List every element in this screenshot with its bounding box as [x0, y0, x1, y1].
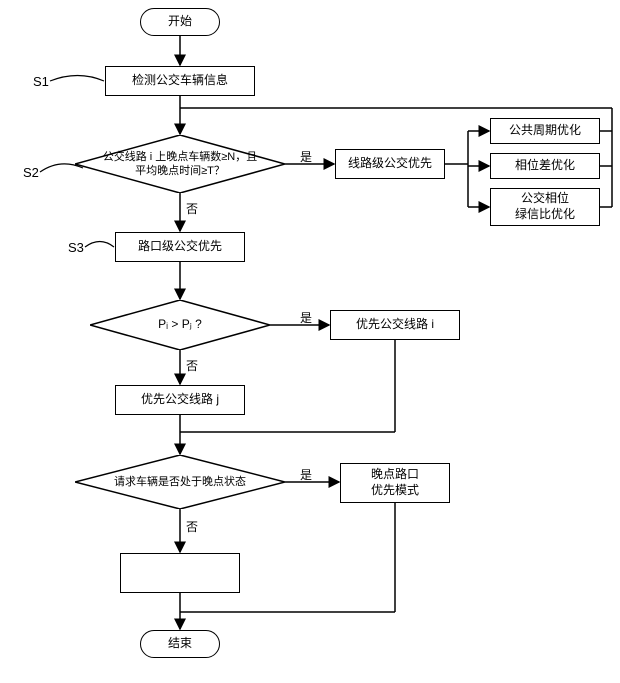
detect-node: 检测公交车辆信息: [105, 66, 255, 96]
no-1: 否: [186, 200, 198, 217]
line-priority-node: 线路级公交优先: [335, 149, 445, 179]
cond-line-diamond: [75, 135, 285, 193]
start-label: 开始: [168, 14, 192, 30]
start-node: 开始: [140, 8, 220, 36]
end-label: 结束: [168, 636, 192, 652]
step-s3: S3: [68, 240, 84, 255]
no-2: 否: [186, 357, 198, 374]
yes-2: 是: [300, 309, 312, 326]
yes-1: 是: [300, 148, 312, 165]
yes-3: 是: [300, 466, 312, 483]
opt-cycle-node: 公共周期优化: [490, 118, 600, 144]
intersection-priority-node: 路口级公交优先: [115, 232, 245, 262]
opt-green-node: 公交相位 绿信比优化: [490, 188, 600, 226]
prefer-j-node: 优先公交线路 j: [115, 385, 245, 415]
prefer-i-node: 优先公交线路 i: [330, 310, 460, 340]
prefer-i-text: 优先公交线路 i: [356, 317, 434, 333]
late-mode-text: 晚点路口 优先模式: [371, 467, 419, 498]
normal-mode-node: [120, 553, 240, 593]
opt-offset-node: 相位差优化: [490, 153, 600, 179]
opt-cycle-text: 公共周期优化: [509, 123, 581, 139]
step-s2: S2: [23, 165, 39, 180]
line-priority-text: 线路级公交优先: [348, 156, 432, 172]
intersection-priority-text: 路口级公交优先: [138, 239, 222, 255]
opt-green-text: 公交相位 绿信比优化: [515, 191, 575, 222]
cond-p-diamond: [90, 300, 270, 350]
opt-offset-text: 相位差优化: [515, 158, 575, 174]
detect-text: 检测公交车辆信息: [132, 73, 228, 89]
no-3: 否: [186, 518, 198, 535]
step-s3-text: S3: [68, 240, 84, 255]
cond-late-diamond: [75, 455, 285, 509]
step-s2-text: S2: [23, 165, 39, 180]
step-s1-text: S1: [33, 74, 49, 89]
late-mode-node: 晚点路口 优先模式: [340, 463, 450, 503]
step-s1: S1: [33, 74, 49, 89]
prefer-j-text: 优先公交线路 j: [141, 392, 219, 408]
end-node: 结束: [140, 630, 220, 658]
